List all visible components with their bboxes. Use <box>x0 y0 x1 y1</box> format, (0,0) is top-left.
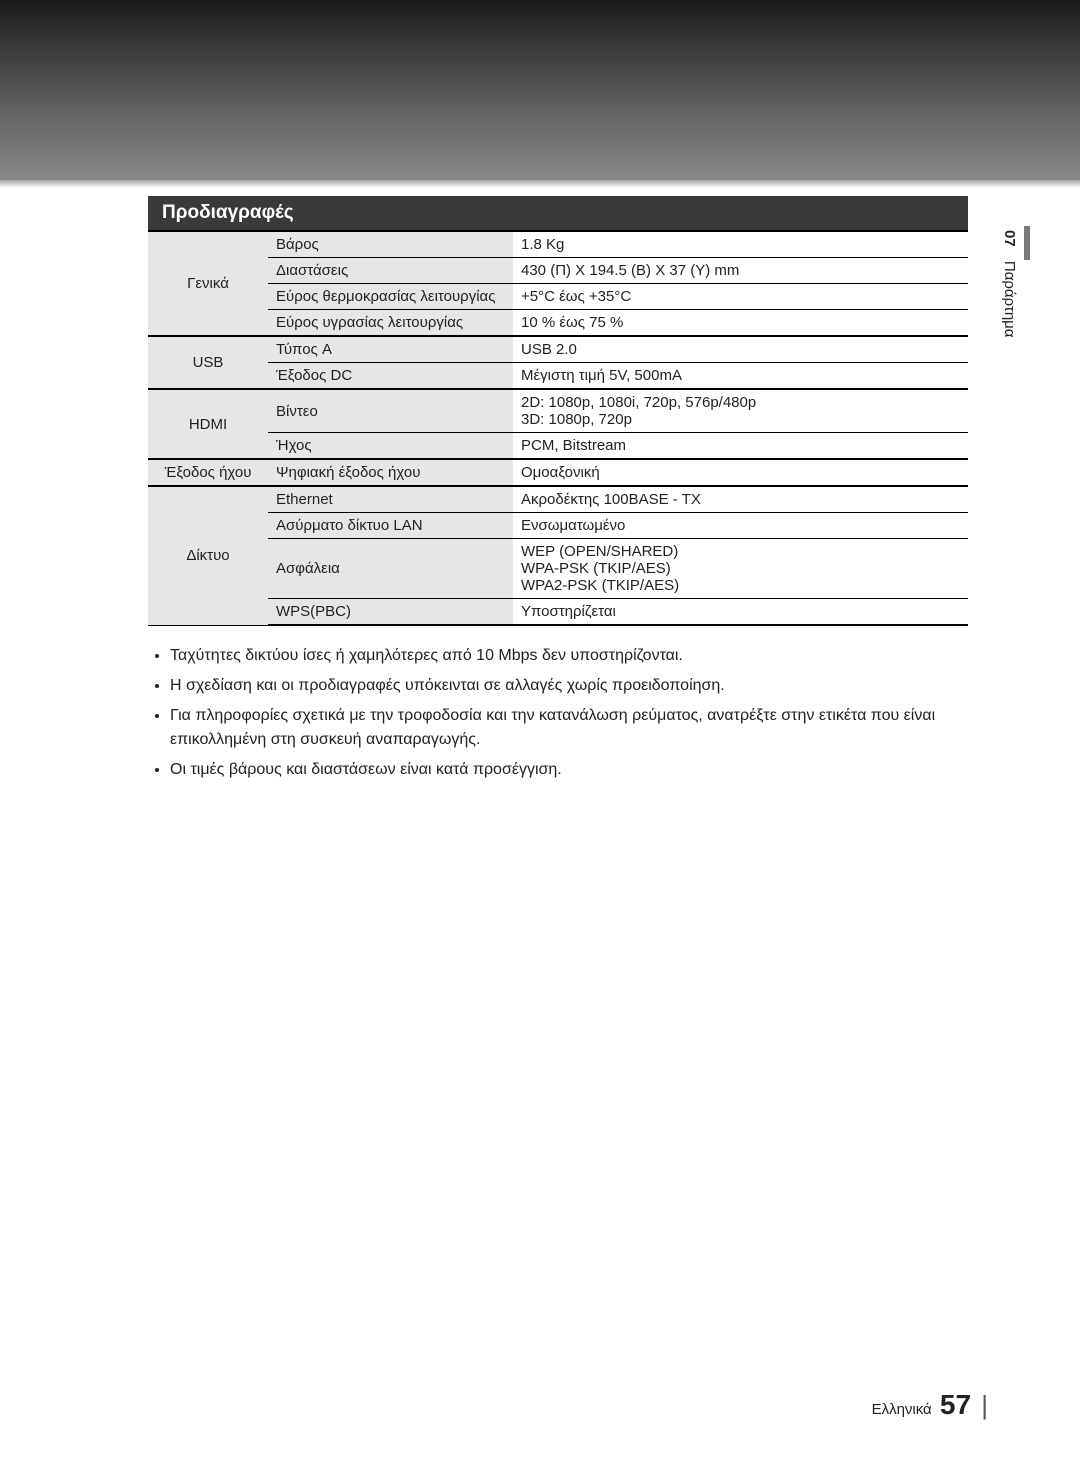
value-cell: PCM, Bitstream <box>513 433 968 460</box>
value-cell: USB 2.0 <box>513 336 968 363</box>
value-cell: 1.8 Kg <box>513 231 968 258</box>
table-row: ΓενικάΒάρος1.8 Kg <box>148 231 968 258</box>
footer-page-number: 57 <box>940 1389 971 1420</box>
footer-bar: | <box>981 1390 988 1420</box>
category-cell: Γενικά <box>148 231 268 336</box>
attr-cell: Ethernet <box>268 486 513 513</box>
page-footer: Ελληνικά 57 | <box>872 1389 988 1421</box>
value-cell: 10 % έως 75 % <box>513 310 968 337</box>
value-cell: +5°C έως +35°C <box>513 284 968 310</box>
value-cell: Ακροδέκτης 100BASE - TX <box>513 486 968 513</box>
footer-lang: Ελληνικά <box>872 1401 932 1418</box>
attr-cell: Τύπος A <box>268 336 513 363</box>
table-row: Έξοδος DCΜέγιστη τιμή 5V, 500mA <box>148 363 968 390</box>
table-row: Διαστάσεις430 (Π) X 194.5 (Β) X 37 (Υ) m… <box>148 258 968 284</box>
table-row: ΑσφάλειαWEP (OPEN/SHARED)WPA-PSK (TKIP/A… <box>148 539 968 599</box>
attr-cell: Ήχος <box>268 433 513 460</box>
attr-cell: Διαστάσεις <box>268 258 513 284</box>
list-item: Οι τιμές βάρους και διαστάσεων είναι κατ… <box>170 758 968 782</box>
attr-cell: Βίντεο <box>268 389 513 433</box>
table-row: ΉχοςPCM, Bitstream <box>148 433 968 460</box>
value-cell: Ομοαξονική <box>513 459 968 486</box>
value-cell: 2D: 1080p, 1080i, 720p, 576p/480p3D: 108… <box>513 389 968 433</box>
chapter-label: Παράρτημα <box>1001 261 1018 338</box>
category-cell: Έξοδος ήχου <box>148 459 268 486</box>
table-row: HDMIΒίντεο2D: 1080p, 1080i, 720p, 576p/4… <box>148 389 968 433</box>
category-cell: HDMI <box>148 389 268 459</box>
attr-cell: Εύρος υγρασίας λειτουργίας <box>268 310 513 337</box>
spec-table: ΓενικάΒάρος1.8 KgΔιαστάσεις430 (Π) X 194… <box>148 230 968 626</box>
list-item: Ταχύτητες δικτύου ίσες ή χαμηλότερες από… <box>170 644 968 668</box>
table-row: WPS(PBC)Υποστηρίζεται <box>148 599 968 626</box>
value-cell: WEP (OPEN/SHARED)WPA-PSK (TKIP/AES)WPA2-… <box>513 539 968 599</box>
attr-cell: Ασύρματο δίκτυο LAN <box>268 513 513 539</box>
chapter-number: 07 <box>1001 230 1018 247</box>
attr-cell: Ψηφιακή έξοδος ήχου <box>268 459 513 486</box>
page-header-gradient <box>0 0 1080 180</box>
attr-cell: Ασφάλεια <box>268 539 513 599</box>
notes-list: Ταχύτητες δικτύου ίσες ή χαμηλότερες από… <box>148 644 968 782</box>
attr-cell: Βάρος <box>268 231 513 258</box>
page-content: Προδιαγραφές ΓενικάΒάρος1.8 KgΔιαστάσεις… <box>0 180 1080 782</box>
list-item: Η σχεδίαση και οι προδιαγραφές υπόκειντα… <box>170 674 968 698</box>
value-cell: Μέγιστη τιμή 5V, 500mA <box>513 363 968 390</box>
side-tab-marker <box>1024 226 1030 260</box>
table-row: Εύρος υγρασίας λειτουργίας10 % έως 75 % <box>148 310 968 337</box>
table-row: USBΤύπος AUSB 2.0 <box>148 336 968 363</box>
table-row: Έξοδος ήχουΨηφιακή έξοδος ήχουΟμοαξονική <box>148 459 968 486</box>
section-title: Προδιαγραφές <box>148 196 968 230</box>
attr-cell: WPS(PBC) <box>268 599 513 626</box>
value-cell: Ενσωματωμένο <box>513 513 968 539</box>
attr-cell: Εύρος θερμοκρασίας λειτουργίας <box>268 284 513 310</box>
value-cell: 430 (Π) X 194.5 (Β) X 37 (Υ) mm <box>513 258 968 284</box>
attr-cell: Έξοδος DC <box>268 363 513 390</box>
list-item: Για πληροφορίες σχετικά με την τροφοδοσί… <box>170 704 968 752</box>
category-cell: USB <box>148 336 268 389</box>
category-cell: Δίκτυο <box>148 486 268 625</box>
table-row: Εύρος θερμοκρασίας λειτουργίας+5°C έως +… <box>148 284 968 310</box>
value-cell: Υποστηρίζεται <box>513 599 968 626</box>
table-row: ΔίκτυοEthernetΑκροδέκτης 100BASE - TX <box>148 486 968 513</box>
side-tab: 07 Παράρτημα <box>1001 230 1018 337</box>
table-row: Ασύρματο δίκτυο LANΕνσωματωμένο <box>148 513 968 539</box>
